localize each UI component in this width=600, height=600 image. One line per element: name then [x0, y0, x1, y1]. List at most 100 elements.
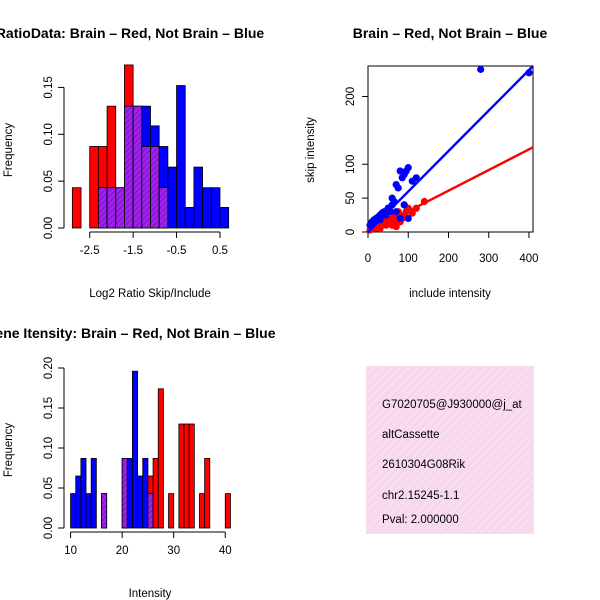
intensity-histogram-title: Gene Itensity: Brain – Red, Not Brain – … [0, 325, 276, 341]
histogram-bar-not-brain [193, 166, 204, 229]
x-tick-label: 30 [167, 545, 180, 557]
histogram-bar-brain [157, 388, 164, 529]
intensity-scatter-title: Brain – Red, Not Brain – Blue [353, 25, 548, 41]
histogram-bar-brain [199, 493, 206, 529]
histogram-bar-brain [188, 423, 195, 529]
gene-location: chr2.15245-1.1 [382, 490, 459, 502]
x-tick-label: 100 [399, 253, 418, 265]
histogram-bar-brain [204, 457, 211, 529]
intensity-scatter-marks [366, 65, 534, 234]
y-tick-label: 50 [345, 192, 357, 205]
intensity-histogram-panel: Gene Itensity: Brain – Red, Not Brain – … [0, 325, 276, 600]
x-tick-label: -0.5 [167, 245, 187, 257]
histogram-bar-brain [89, 146, 99, 229]
fit-line-not-brain [367, 65, 534, 233]
x-tick-label: 0 [365, 253, 371, 265]
y-tick-label: 0.00 [43, 517, 55, 539]
histogram-bar-overlap-hatch [107, 187, 116, 228]
event-id: G7020705@J930000@j_at [382, 399, 523, 411]
histogram-bar-not-brain [202, 187, 212, 229]
intensity-histogram-xlabel: Intensity [129, 588, 172, 600]
x-tick-label: 400 [519, 253, 538, 265]
histogram-bar-overlap-hatch [122, 458, 128, 528]
ratio-histogram-axes: -2.5 -1.5 -0.5 0.5 0.00 0.05 0.10 0.15 [43, 76, 228, 257]
histogram-bar-not-brain [184, 206, 195, 229]
histogram-bar-brain [178, 423, 185, 529]
histogram-bar-overlap-hatch [98, 187, 108, 228]
intensity-scatter-plot-box [367, 65, 534, 233]
x-tick-label: -1.5 [123, 245, 143, 257]
y-tick-label: 0.20 [43, 357, 55, 379]
intensity-scatter-ylabel: skip intensity [305, 117, 317, 183]
y-tick-label: 0.00 [43, 217, 55, 239]
scatter-point-not-brain [477, 65, 485, 73]
x-tick-label: 10 [64, 545, 77, 557]
scatter-point-not-brain [388, 194, 396, 202]
y-tick-label: 200 [345, 87, 357, 106]
histogram-bar-brain [168, 493, 175, 529]
gene-info-box: G7020705@J930000@j_at altCassette 261030… [366, 366, 534, 534]
histogram-bar-not-brain [126, 457, 133, 529]
scatter-point-not-brain [396, 214, 404, 223]
intensity-scatter-axes: 0 100 200 300 400 0 50 100 200 [345, 87, 539, 265]
histogram-bar-not-brain [80, 457, 87, 529]
scatter-point-not-brain [404, 164, 412, 172]
scatter-point-not-brain [394, 184, 402, 192]
histogram-bar-not-brain [210, 187, 221, 229]
y-tick-label: 0 [345, 229, 357, 235]
ratio-histogram-xlabel: Log2 Ratio Skip/Include [89, 288, 210, 300]
histogram-bar-not-brain [142, 457, 149, 529]
intensity-histogram-bars [70, 370, 231, 529]
histogram-bar-not-brain [219, 206, 230, 229]
p-value: Pval: 2.000000 [382, 514, 459, 526]
histogram-bar-overlap-hatch [159, 187, 168, 228]
scatter-point-not-brain [404, 214, 412, 223]
histogram-bar-overlap-hatch [147, 493, 154, 528]
ratio-histogram-bars [71, 64, 230, 229]
histogram-bar-overlap-hatch [141, 146, 151, 228]
info-box-background [366, 366, 534, 534]
scatter-point-not-brain [412, 174, 420, 182]
histogram-bar-not-brain [167, 166, 177, 229]
x-tick-label: 300 [479, 253, 498, 265]
scatter-point-not-brain [400, 201, 408, 209]
y-tick-label: 0.05 [43, 477, 55, 499]
y-tick-label: 0.15 [43, 397, 55, 419]
histogram-bar-overlap-hatch [124, 106, 134, 228]
histogram-bar-brain [71, 187, 82, 229]
histogram-bar-not-brain [176, 85, 186, 229]
scatter-point-not-brain [392, 208, 400, 216]
x-tick-label: 200 [439, 253, 458, 265]
histogram-bar-not-brain [132, 370, 139, 529]
histogram-bar-overlap-hatch [101, 493, 107, 528]
scatter-point-brain [392, 222, 400, 231]
histogram-bar-not-brain [137, 475, 144, 529]
y-tick-label: 0.15 [43, 76, 55, 98]
histogram-bar-brain [183, 423, 190, 529]
x-tick-label: 0.5 [212, 245, 228, 257]
intensity-histogram-axes: 10 20 30 40 0.00 0.05 0.10 0.15 0.20 [43, 357, 232, 557]
intensity-histogram-ylabel: Frequency [3, 423, 15, 478]
x-tick-label: 40 [219, 545, 232, 557]
histogram-bar-overlap-hatch [133, 106, 142, 228]
x-tick-label: -2.5 [80, 245, 100, 257]
histogram-bar-overlap-hatch [115, 187, 125, 228]
intensity-scatter-panel: Brain – Red, Not Brain – Blue skip inten… [305, 25, 547, 300]
x-tick-label: 20 [116, 545, 129, 557]
ratio-histogram-ylabel: Frequency [3, 123, 15, 178]
histogram-bar-not-brain [75, 475, 82, 529]
y-tick-label: 0.05 [43, 170, 55, 192]
histogram-bar-not-brain [85, 493, 92, 529]
histogram-bar-overlap-hatch [150, 146, 160, 228]
y-tick-label: 0.10 [43, 437, 55, 459]
histogram-bar-not-brain [70, 493, 77, 529]
event-type: altCassette [382, 429, 440, 441]
y-tick-label: 0.10 [43, 123, 55, 145]
y-tick-label: 100 [345, 155, 357, 174]
histogram-bar-not-brain [90, 457, 97, 529]
gene-name: 2610304G08Rik [382, 459, 465, 471]
ratio-histogram-title: RatioData: Brain – Red, Not Brain – Blue [0, 25, 264, 41]
ratio-histogram-panel: RatioData: Brain – Red, Not Brain – Blue… [0, 25, 264, 300]
fit-line-brain [367, 146, 534, 234]
